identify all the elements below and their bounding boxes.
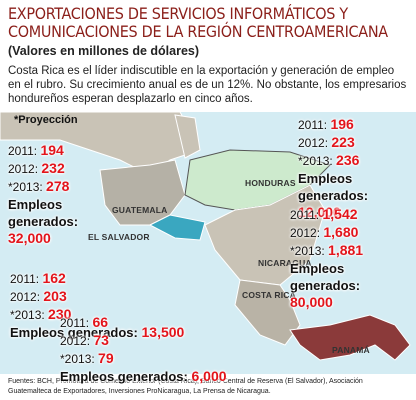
data-row: 2012: 223	[298, 134, 378, 152]
year-label: *2013:	[60, 352, 95, 366]
title-line: EXPORTACIONES DE SERVICIOS INFORMÁTICOS …	[8, 4, 348, 23]
jobs-value: 13,500	[141, 324, 185, 340]
year-label: *2013:	[10, 308, 45, 322]
panama	[289, 314, 411, 361]
year-label: *2013:	[290, 244, 325, 258]
map-label: NICARAGUA	[258, 258, 312, 268]
value: 1,542	[322, 206, 358, 222]
jobs-value: 12,000	[298, 204, 341, 220]
year-label: 2011:	[298, 118, 328, 132]
year-label: *2013:	[298, 154, 333, 168]
data-row: 2011: 1,542	[290, 206, 370, 224]
jobs-label: Empleos generados:	[290, 261, 361, 293]
year-label: 2011:	[8, 144, 38, 158]
data-row: 2012: 73	[60, 332, 227, 350]
sources: Fuentes: BCH, Promotora de Comercio Exte…	[8, 378, 363, 395]
jobs-label: Empleos generados:	[60, 369, 188, 384]
data-row: *2013: 1,881	[290, 242, 370, 260]
value: 1,881	[328, 242, 364, 258]
jobs-value: 32,000	[8, 230, 51, 246]
map-label: HONDURAS	[245, 178, 296, 188]
belize	[174, 114, 201, 159]
year-label: 2011:	[10, 272, 40, 286]
year-label: 2011:	[290, 208, 320, 222]
note: *Proyección	[14, 114, 78, 126]
value: 194	[40, 142, 64, 158]
data-row: 2011: 162	[10, 270, 184, 288]
value: 278	[46, 178, 70, 194]
el-salvador	[148, 214, 206, 241]
map-label: GUATEMALA	[112, 205, 168, 215]
value: 223	[331, 134, 355, 150]
jobs-label: Empleos generados:	[10, 325, 138, 340]
data-row: *2013: 236	[298, 152, 378, 170]
year-label: 2012:	[8, 162, 39, 176]
jobs-row: Empleos generados: 80,000	[290, 260, 370, 311]
value: 1,680	[323, 224, 359, 240]
data-block: 2011: 196 2012: 223 *2013: 236 Empleos gene…	[298, 116, 378, 221]
value: 79	[98, 350, 114, 366]
jobs-row: Empleos generados: 13,500	[10, 324, 184, 341]
data-row: 2012: 232	[8, 160, 88, 178]
title-line: COMUNICACIONES DE LA REGIÓN CENTROAMERIC…	[8, 22, 388, 41]
data-row: 2012: 203	[10, 288, 184, 306]
year-label: *2013:	[8, 180, 43, 194]
year-label: 2012:	[298, 136, 329, 150]
data-row: *2013: 278	[8, 178, 88, 196]
value: 196	[330, 116, 354, 132]
data-row: 2011: 66	[60, 314, 227, 332]
jobs-row: Empleos generados: 6,000	[60, 368, 227, 385]
jobs-label: Empleos generados:	[8, 197, 79, 229]
jobs-row: Empleos generados: 32,000	[8, 196, 88, 247]
data-block: 2011: 66 2012: 73 *2013: 79 Empleos generad…	[60, 314, 227, 385]
year-label: 2012:	[10, 290, 41, 304]
year-label: 2012:	[290, 226, 321, 240]
value: 66	[92, 314, 109, 330]
data-row: 2011: 196	[298, 116, 378, 134]
jobs-value: 6,000	[191, 368, 227, 384]
data-row: 2011: 194	[8, 142, 88, 160]
data-row: *2013: 230	[10, 306, 184, 324]
map-label: PANAMÁ	[332, 345, 370, 355]
costa-rica	[234, 279, 301, 346]
value: 203	[43, 288, 67, 304]
data-row: 2012: 1,680	[290, 224, 370, 242]
value: 73	[93, 332, 109, 348]
jobs-row: Empleos generados: 12,000	[298, 170, 378, 221]
value: 236	[336, 152, 360, 168]
map-label: COSTA RICA	[242, 290, 296, 300]
data-block: 2011: 194 2012: 232 *2013: 278 Empleos gene…	[8, 142, 88, 247]
data-block: 2011: 1,542 2012: 1,680 *2013: 1,881 Empleo…	[290, 206, 370, 311]
value: 230	[48, 306, 72, 322]
data-row: *2013: 79	[60, 350, 227, 368]
map-label: EL SALVADOR	[88, 232, 150, 242]
year-label: 2012:	[60, 334, 91, 348]
data-block: 2011: 162 2012: 203 *2013: 230 Empleos gene…	[10, 270, 184, 341]
value: 162	[42, 270, 66, 286]
year-label: 2011:	[60, 316, 90, 330]
intro: Costa Rica es el líder indiscutible en l…	[8, 65, 407, 105]
nicaragua	[204, 184, 326, 286]
jobs-label: Empleos generados:	[298, 171, 369, 203]
value: 232	[41, 160, 65, 176]
jobs-value: 80,000	[290, 294, 333, 310]
subtitle: (Valores en millones de dólares)	[8, 44, 200, 58]
